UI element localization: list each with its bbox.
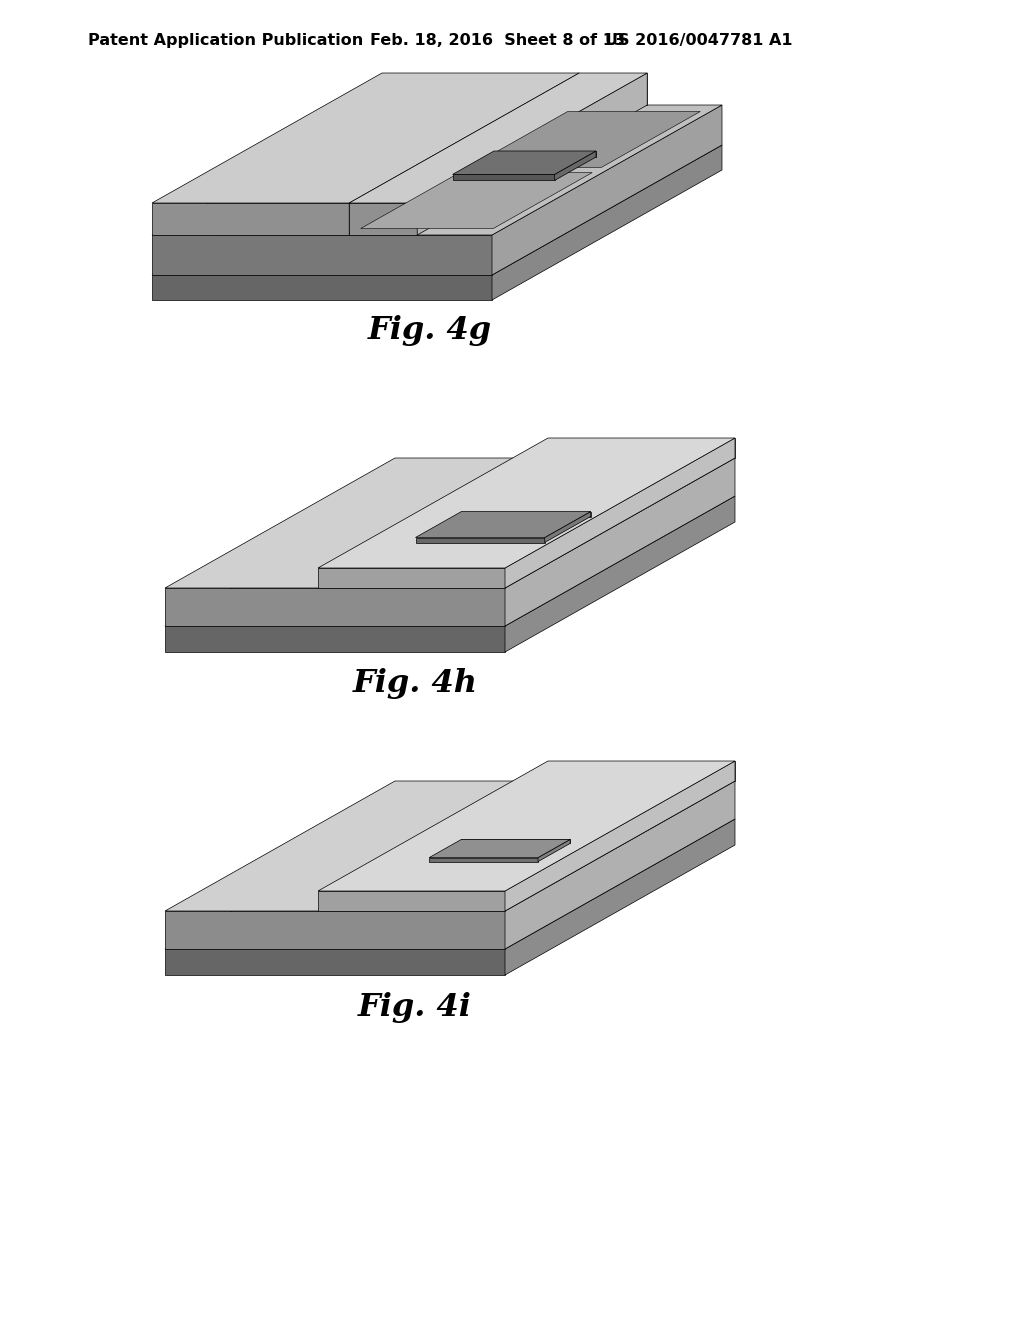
Polygon shape bbox=[318, 438, 735, 568]
Text: US 2016/0047781 A1: US 2016/0047781 A1 bbox=[605, 33, 793, 48]
Polygon shape bbox=[165, 818, 735, 949]
Polygon shape bbox=[505, 438, 735, 587]
Polygon shape bbox=[417, 73, 647, 235]
Polygon shape bbox=[152, 106, 722, 235]
Polygon shape bbox=[152, 275, 492, 300]
Polygon shape bbox=[349, 73, 580, 235]
Polygon shape bbox=[505, 762, 735, 911]
Polygon shape bbox=[165, 496, 735, 626]
Polygon shape bbox=[505, 496, 735, 652]
Polygon shape bbox=[505, 818, 735, 975]
Polygon shape bbox=[555, 150, 596, 181]
Polygon shape bbox=[416, 537, 545, 543]
Polygon shape bbox=[318, 568, 505, 587]
Polygon shape bbox=[469, 111, 700, 168]
Polygon shape bbox=[505, 458, 735, 626]
Polygon shape bbox=[492, 106, 722, 275]
Text: Fig. 4h: Fig. 4h bbox=[352, 668, 477, 700]
Polygon shape bbox=[165, 458, 735, 587]
Polygon shape bbox=[165, 949, 505, 975]
Polygon shape bbox=[545, 511, 591, 543]
Polygon shape bbox=[462, 511, 591, 516]
Text: Patent Application Publication: Patent Application Publication bbox=[88, 33, 364, 48]
Polygon shape bbox=[548, 438, 735, 458]
Polygon shape bbox=[318, 762, 735, 891]
Polygon shape bbox=[453, 150, 596, 174]
Polygon shape bbox=[505, 781, 735, 949]
Polygon shape bbox=[165, 587, 505, 626]
Polygon shape bbox=[165, 626, 505, 652]
Polygon shape bbox=[349, 203, 417, 235]
Polygon shape bbox=[453, 174, 555, 181]
Polygon shape bbox=[429, 858, 538, 862]
Polygon shape bbox=[382, 73, 580, 106]
Polygon shape bbox=[349, 73, 647, 203]
Polygon shape bbox=[548, 762, 735, 781]
Polygon shape bbox=[538, 840, 570, 862]
Polygon shape bbox=[152, 235, 492, 275]
Polygon shape bbox=[152, 73, 580, 203]
Polygon shape bbox=[318, 891, 505, 911]
Polygon shape bbox=[580, 73, 647, 106]
Polygon shape bbox=[429, 840, 570, 858]
Polygon shape bbox=[152, 145, 722, 275]
Text: Feb. 18, 2016  Sheet 8 of 13: Feb. 18, 2016 Sheet 8 of 13 bbox=[370, 33, 625, 48]
Text: Fig. 4i: Fig. 4i bbox=[358, 993, 472, 1023]
Polygon shape bbox=[165, 911, 505, 949]
Polygon shape bbox=[416, 511, 591, 537]
Polygon shape bbox=[152, 203, 349, 235]
Polygon shape bbox=[165, 781, 735, 911]
Polygon shape bbox=[494, 150, 596, 157]
Polygon shape bbox=[360, 173, 592, 228]
Polygon shape bbox=[462, 840, 570, 843]
Polygon shape bbox=[492, 145, 722, 300]
Text: Fig. 4g: Fig. 4g bbox=[368, 315, 493, 346]
